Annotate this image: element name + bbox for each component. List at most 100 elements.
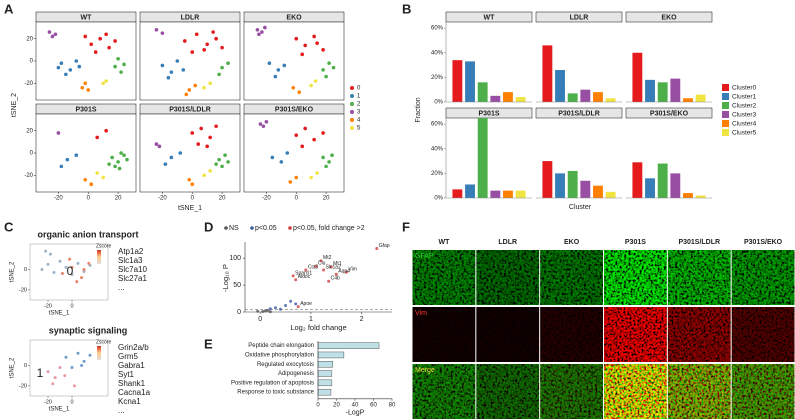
point <box>184 92 189 97</box>
point <box>264 120 269 124</box>
row-label: Merge <box>415 367 435 374</box>
point <box>291 85 296 90</box>
gene-label: Kcna1 <box>118 397 141 406</box>
legend-marker <box>350 126 354 130</box>
point <box>297 90 302 94</box>
point <box>334 272 338 276</box>
point <box>321 48 325 52</box>
point <box>220 164 224 169</box>
facet-title: P301S <box>478 110 499 117</box>
legend-label: 3 <box>357 110 361 116</box>
point <box>315 41 319 45</box>
bar <box>477 82 488 102</box>
x-tick-label: 20 <box>115 196 122 202</box>
y-tick-label: 20% <box>431 171 444 177</box>
bar <box>317 388 332 396</box>
point <box>82 267 86 271</box>
point <box>331 65 336 70</box>
column-header: EKO <box>564 239 580 246</box>
facet-title: EKO <box>661 14 677 21</box>
bar <box>555 70 565 102</box>
point <box>294 278 298 282</box>
image-red <box>604 364 667 419</box>
y-axis-label: Fraction <box>415 97 422 122</box>
point <box>116 56 120 61</box>
point <box>95 135 99 140</box>
point <box>319 259 323 263</box>
x-tick-label: 1 <box>309 316 313 323</box>
point <box>154 28 159 32</box>
x-tick-label: 0 <box>87 196 91 202</box>
point <box>214 124 218 129</box>
point <box>48 252 52 256</box>
point <box>314 264 318 268</box>
image-red <box>731 307 795 362</box>
point <box>64 72 68 77</box>
y-tick-label: 60% <box>431 26 444 32</box>
point <box>75 280 79 284</box>
point <box>116 160 120 164</box>
column-header: P301S/EKO <box>744 239 783 246</box>
x-tick-label: 20 <box>323 196 330 202</box>
facet-title: P301S <box>75 106 96 113</box>
point <box>83 81 88 86</box>
bar <box>503 190 513 198</box>
gene-label: Aqp4 <box>338 269 350 275</box>
facet-title: LDLR <box>181 14 200 21</box>
point <box>175 59 180 63</box>
legend-label: Cluster0 <box>732 85 757 92</box>
point <box>181 68 186 72</box>
point <box>101 81 105 86</box>
legend-title: Zscore <box>96 339 112 345</box>
facet-strip <box>625 107 713 119</box>
gene-label: Slc7a10 <box>118 265 147 274</box>
point <box>217 72 221 77</box>
point <box>303 126 307 131</box>
panel-label: B <box>402 1 411 16</box>
legend-title: Zscore <box>96 243 112 249</box>
facet-title: P301S/EKO <box>275 106 314 113</box>
legend-gradient <box>97 346 101 360</box>
bar <box>317 342 380 349</box>
bar <box>695 195 706 198</box>
panel-label: F <box>402 219 410 234</box>
point <box>214 36 218 41</box>
bar <box>657 163 668 198</box>
point <box>163 162 168 166</box>
point <box>160 63 165 68</box>
point <box>327 279 331 283</box>
bar <box>477 118 488 198</box>
legend-marker <box>722 129 729 136</box>
y-tick-label: 40% <box>431 50 444 56</box>
bar <box>567 93 578 102</box>
point <box>202 85 206 90</box>
legend-marker <box>288 226 292 230</box>
legend-label: Cluster3 <box>732 112 757 119</box>
point <box>95 171 99 175</box>
point <box>313 79 318 83</box>
legend-marker <box>722 120 729 127</box>
gene-label: ... <box>118 406 125 415</box>
point <box>46 370 50 374</box>
point <box>40 267 44 271</box>
legend-label: 4 <box>357 118 361 124</box>
plot-frame <box>139 21 241 101</box>
x-tick-label: -20 <box>158 196 167 202</box>
point <box>93 50 98 54</box>
point <box>312 137 316 142</box>
point <box>87 261 91 265</box>
point <box>321 68 325 72</box>
gene-label: Syt1 <box>118 370 135 379</box>
point <box>208 169 212 173</box>
panel-title: organic anion transport <box>37 229 138 239</box>
y-tick-label: 20 <box>26 128 33 134</box>
panel-title: synaptic signaling <box>49 325 128 335</box>
x-tick-label: 0 <box>258 316 262 323</box>
x-tick-label: -20 <box>44 399 52 405</box>
legend-label: 1 <box>357 94 361 100</box>
point <box>74 153 79 158</box>
point <box>202 48 206 52</box>
gene-label: Atp1a2 <box>118 247 144 256</box>
image-red <box>604 307 667 362</box>
